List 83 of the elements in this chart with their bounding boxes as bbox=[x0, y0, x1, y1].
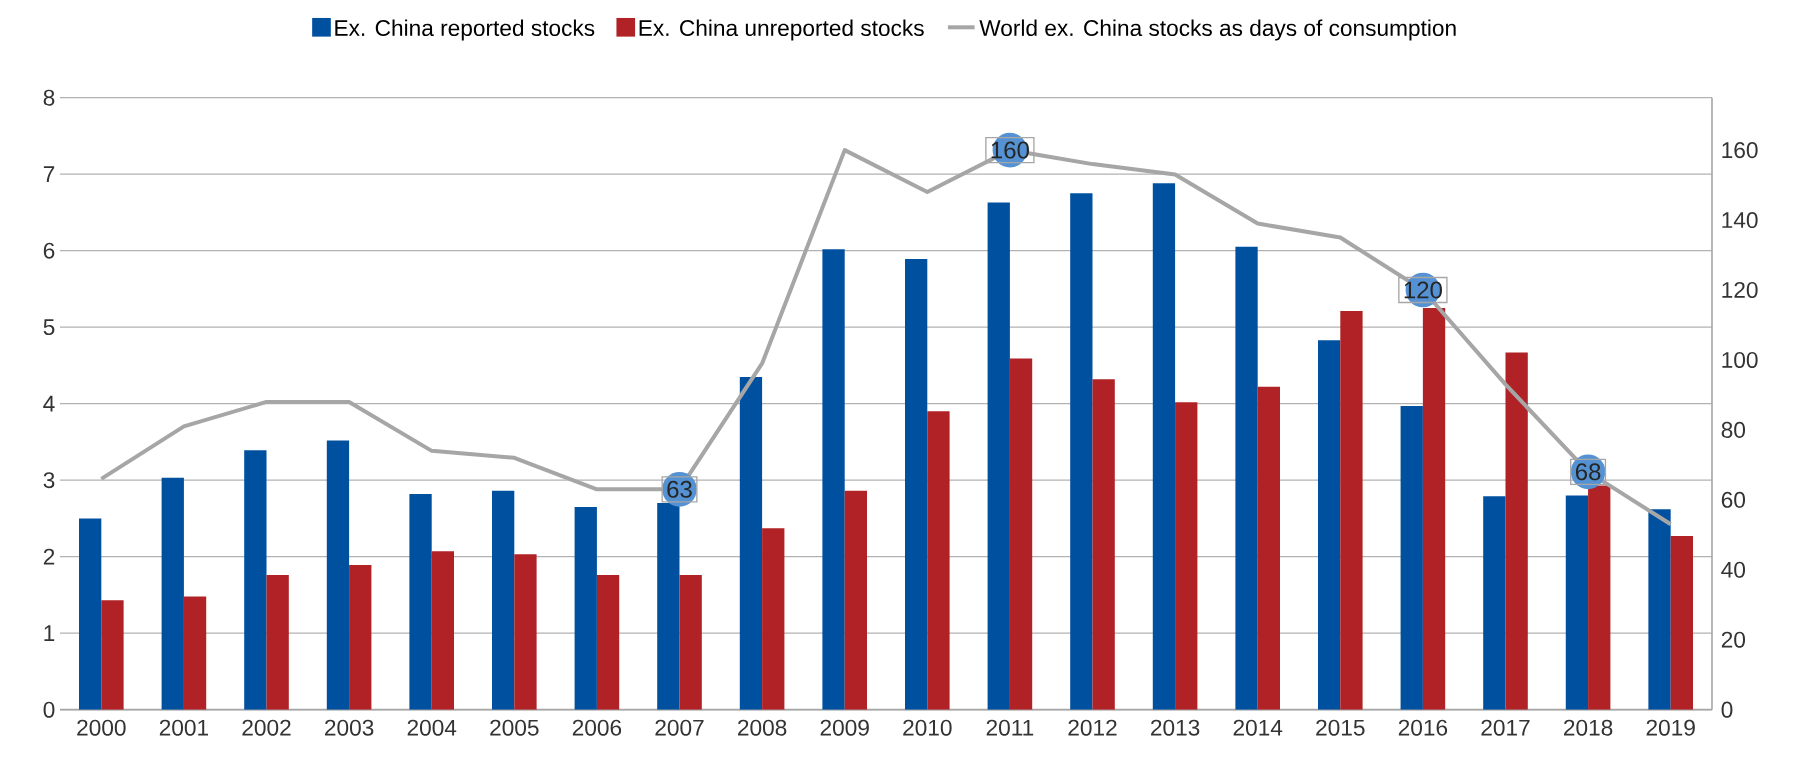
bar bbox=[266, 575, 289, 710]
x-tick-label: 2002 bbox=[242, 719, 291, 736]
x-tick-label: 2018 bbox=[1564, 719, 1613, 736]
y-tick-label: 1 bbox=[44, 625, 55, 641]
y-tick-label: 8 bbox=[43, 89, 55, 106]
bar bbox=[1152, 183, 1176, 710]
bar bbox=[1505, 352, 1528, 710]
legend-label: Ex. China unreported stocks bbox=[639, 19, 924, 41]
bar bbox=[1009, 358, 1033, 710]
x-tick-label: 2005 bbox=[490, 719, 539, 736]
y2-tick-label: 100 bbox=[1722, 351, 1758, 368]
y2-tick-label: 160 bbox=[1722, 142, 1758, 159]
y2-tick-label: 120 bbox=[1722, 281, 1758, 299]
bar bbox=[1317, 340, 1341, 710]
bar bbox=[1565, 495, 1589, 710]
bar bbox=[905, 259, 928, 710]
x-tick-label: 2008 bbox=[738, 719, 787, 736]
x-tick-label: 2003 bbox=[325, 719, 374, 736]
legend-label: Ex. China reported stocks bbox=[335, 19, 595, 41]
bar bbox=[927, 411, 950, 710]
y2-tick-label: 40 bbox=[1721, 561, 1746, 578]
y-tick-label: 7 bbox=[43, 166, 55, 182]
bar bbox=[1257, 386, 1280, 710]
y2-tick-label: 60 bbox=[1721, 491, 1746, 508]
bar bbox=[326, 440, 350, 710]
y2-tick-label: 20 bbox=[1721, 631, 1746, 648]
x-tick-label: 2011 bbox=[986, 719, 1034, 736]
bar bbox=[762, 528, 785, 710]
bar bbox=[431, 551, 455, 710]
x-tick-label: 2009 bbox=[820, 719, 869, 736]
bar bbox=[596, 575, 620, 710]
y-tick-label: 3 bbox=[43, 472, 55, 489]
x-tick-label: 2007 bbox=[655, 719, 704, 736]
bar bbox=[1483, 496, 1506, 710]
bar bbox=[349, 565, 372, 710]
x-tick-label: 2006 bbox=[572, 719, 622, 736]
bar bbox=[244, 450, 267, 710]
bar bbox=[1070, 193, 1093, 710]
data-label: 63 bbox=[667, 480, 692, 498]
y2-tick-label: 0 bbox=[1721, 701, 1733, 718]
x-tick-label: 2001 bbox=[159, 719, 209, 736]
bar bbox=[1648, 509, 1671, 710]
legend-label: World ex. China stocks as days of consumption bbox=[979, 19, 1456, 41]
x-tick-label: 2014 bbox=[1233, 719, 1283, 736]
bar bbox=[101, 600, 124, 710]
bar bbox=[844, 490, 867, 710]
bar bbox=[1400, 405, 1423, 710]
x-tick-label: 2012 bbox=[1068, 719, 1117, 736]
bar bbox=[987, 202, 1010, 710]
y-tick-label: 4 bbox=[43, 395, 55, 412]
bar bbox=[822, 249, 845, 710]
bar bbox=[1588, 485, 1611, 710]
bar bbox=[1670, 536, 1693, 710]
x-tick-label: 2016 bbox=[1398, 719, 1448, 736]
bar bbox=[514, 554, 537, 710]
data-label: 68 bbox=[1575, 463, 1601, 481]
bar bbox=[1175, 402, 1198, 710]
bar bbox=[1422, 308, 1446, 710]
bar bbox=[183, 596, 207, 710]
x-tick-label: 2010 bbox=[903, 719, 952, 736]
bar bbox=[492, 490, 515, 710]
y-tick-label: 6 bbox=[43, 242, 55, 259]
bar bbox=[161, 477, 184, 710]
bar bbox=[657, 503, 680, 710]
x-tick-label: 2013 bbox=[1151, 719, 1200, 736]
x-tick-label: 2015 bbox=[1316, 719, 1365, 736]
x-tick-label: 2017 bbox=[1481, 719, 1530, 736]
x-tick-label: 2004 bbox=[407, 719, 457, 736]
bar bbox=[574, 506, 597, 710]
bar bbox=[79, 518, 102, 710]
x-tick-label: 2019 bbox=[1646, 719, 1695, 736]
y-tick-label: 5 bbox=[43, 319, 55, 336]
y2-tick-label: 80 bbox=[1721, 421, 1746, 438]
x-tick-label: 2000 bbox=[77, 719, 126, 736]
y-tick-label: 0 bbox=[43, 701, 55, 718]
y2-tick-label: 140 bbox=[1722, 212, 1758, 229]
bar bbox=[739, 376, 763, 710]
bar bbox=[1092, 379, 1115, 710]
bar bbox=[409, 493, 432, 710]
bar bbox=[679, 575, 702, 710]
bar bbox=[1340, 311, 1363, 710]
y-tick-label: 2 bbox=[43, 548, 55, 565]
bar bbox=[1235, 246, 1258, 710]
